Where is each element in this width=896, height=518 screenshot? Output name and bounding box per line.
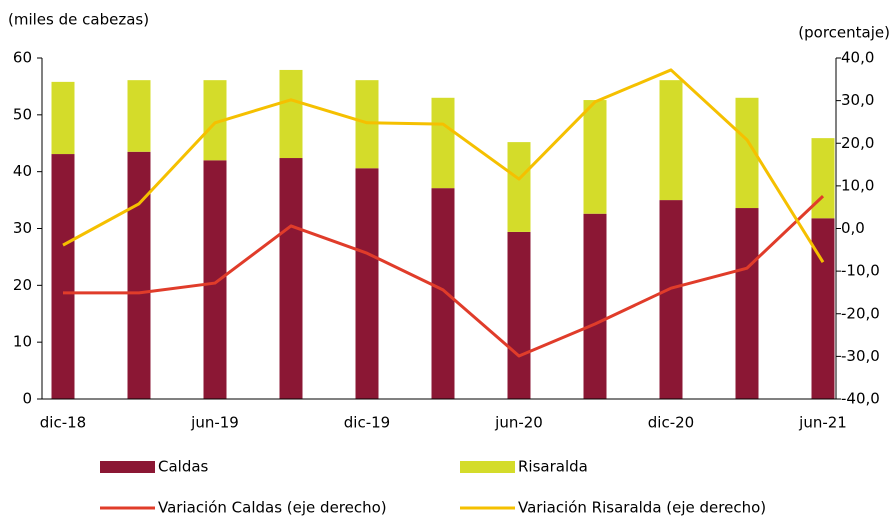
bar — [583, 213, 607, 399]
y2-tick-label: 0,0 — [841, 219, 865, 237]
bar — [51, 81, 75, 155]
y2-tick-label: -20,0 — [841, 304, 880, 322]
line — [63, 195, 825, 358]
y2-tick-label: 10,0 — [841, 176, 874, 194]
y-tick-label: 30 — [13, 219, 32, 237]
x-tick-label: jun-20 — [494, 414, 543, 432]
bar — [735, 97, 759, 209]
y2-tick-label: -40,0 — [841, 390, 880, 408]
bar — [735, 208, 759, 399]
bar — [355, 168, 379, 399]
bar — [507, 231, 531, 399]
y-tick-label: 50 — [13, 105, 32, 123]
bar — [507, 142, 531, 232]
legend-swatch — [460, 461, 515, 473]
bar — [659, 200, 683, 399]
y-tick-label: 40 — [13, 162, 32, 180]
legend-label: Variación Risaralda (eje derecho) — [518, 499, 766, 517]
bar — [127, 151, 151, 399]
legend-label: Caldas — [158, 458, 209, 476]
y2-tick-label: 20,0 — [841, 134, 874, 152]
x-tick-label: jun-21 — [798, 414, 847, 432]
bar — [431, 97, 455, 189]
y2-tick-label: 30,0 — [841, 91, 874, 109]
y2-axis-title: (porcentaje) — [798, 24, 890, 42]
y2-tick-label: 40,0 — [841, 49, 874, 67]
bar — [811, 218, 835, 399]
bar — [583, 100, 607, 214]
x-tick-label: dic-20 — [648, 414, 694, 432]
bar — [127, 80, 151, 152]
legend-label: Variación Caldas (eje derecho) — [158, 499, 387, 517]
x-tick-label: jun-19 — [190, 414, 239, 432]
bar — [279, 158, 303, 399]
legend-swatch — [100, 461, 155, 473]
x-tick-label: dic-18 — [40, 414, 86, 432]
y2-tick-label: -10,0 — [841, 262, 880, 280]
bar — [811, 138, 835, 219]
y-tick-label: 0 — [22, 390, 32, 408]
legend-label: Risaralda — [518, 458, 588, 476]
bar — [659, 80, 683, 201]
bar — [279, 69, 303, 159]
x-tick-label: dic-19 — [344, 414, 390, 432]
y-tick-label: 20 — [13, 276, 32, 294]
y-tick-label: 10 — [13, 333, 32, 351]
bar — [431, 188, 455, 399]
bar — [203, 80, 227, 161]
y-axis-title: (miles de cabezas) — [8, 11, 149, 29]
y-tick-label: 60 — [13, 49, 32, 67]
line — [62, 68, 825, 263]
y2-tick-label: -30,0 — [841, 347, 880, 365]
bar — [203, 160, 227, 399]
bar — [51, 154, 75, 399]
